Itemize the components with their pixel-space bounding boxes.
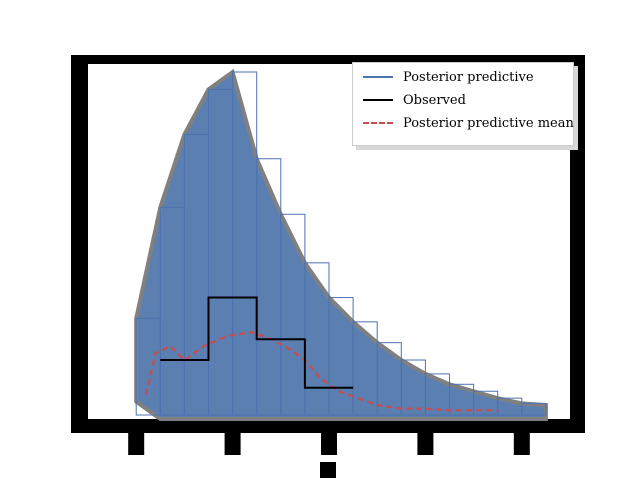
x-tick-mark	[321, 433, 337, 455]
legend-swatch-observed	[363, 99, 393, 101]
legend-label-posterior: Posterior predictive	[403, 69, 534, 85]
x-tick-mark	[513, 433, 530, 455]
legend-item-posterior-predictive: Posterior predictive	[363, 67, 534, 87]
x-axis-label-marker	[320, 462, 336, 478]
legend-label-mean: Posterior predictive mean	[403, 115, 574, 131]
observed-path	[160, 296, 354, 389]
legend-item-mean: Posterior predictive mean	[363, 113, 574, 133]
legend-item-observed: Observed	[363, 90, 466, 110]
legend-swatch-mean	[363, 122, 393, 124]
x-tick-mark	[224, 433, 241, 455]
x-tick-mark	[128, 433, 145, 455]
posterior-predictive-steps	[135, 71, 547, 416]
legend-label-observed: Observed	[403, 92, 466, 108]
x-ticks	[128, 433, 530, 455]
observed-line	[160, 296, 354, 389]
x-tick-mark	[417, 433, 434, 455]
legend-swatch-posterior	[363, 76, 393, 78]
legend: Posterior predictive Observed Posterior …	[352, 62, 574, 146]
posterior-step-bin	[521, 402, 547, 416]
